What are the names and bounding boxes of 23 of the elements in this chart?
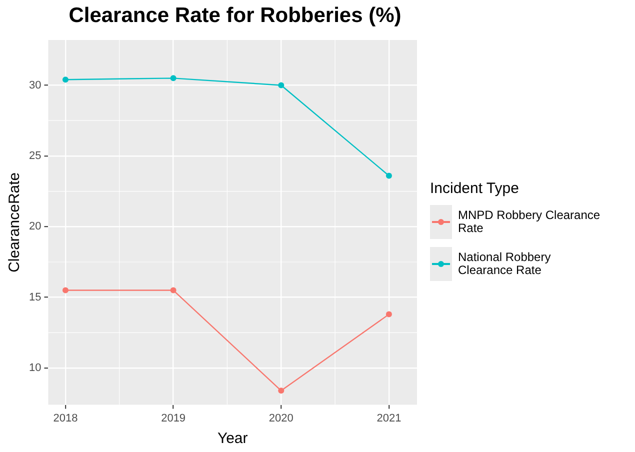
chart-title: Clearance Rate for Robberies (%)	[68, 4, 402, 28]
legend-title: Incident Type	[430, 180, 520, 197]
y-tick-label: 25	[28, 150, 42, 162]
legend-label: MNPD Robbery Clearance Rate	[458, 208, 602, 235]
y-axis-title: ClearanceRate	[6, 172, 24, 272]
y-tick-label: 15	[28, 291, 42, 304]
point	[170, 287, 176, 294]
x-tick-label: 2018	[53, 412, 78, 424]
point	[386, 311, 392, 318]
point	[386, 172, 392, 179]
y-tick-label: 30	[28, 79, 42, 92]
x-tick-label: 2021	[376, 412, 402, 424]
point	[278, 388, 284, 394]
point	[278, 82, 284, 88]
x-tick-label: 2019	[161, 412, 186, 424]
x-axis-title: Year	[217, 430, 248, 448]
x-tick-label: 2020	[268, 412, 294, 424]
y-tick-label: 10	[28, 362, 42, 374]
point	[62, 287, 68, 294]
point	[62, 76, 68, 83]
point	[170, 75, 176, 82]
legend-label: National Robbery Clearance Rate	[458, 250, 552, 277]
y-tick-label: 20	[28, 220, 42, 233]
